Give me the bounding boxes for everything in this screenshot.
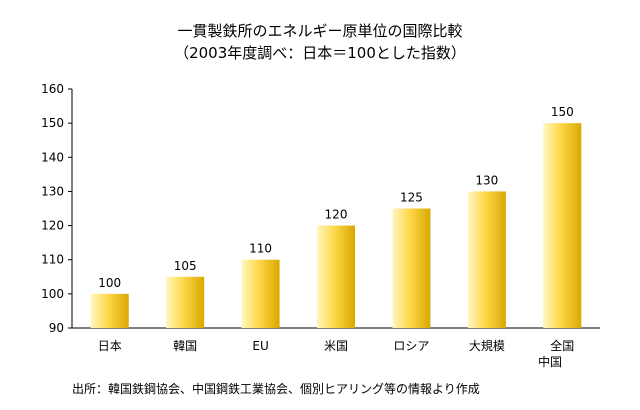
- x-tick-label: ロシア: [393, 339, 429, 353]
- data-label: 110: [249, 242, 272, 256]
- bar: [467, 191, 506, 328]
- data-label: 105: [174, 259, 197, 273]
- bar: [543, 123, 582, 329]
- y-tick-label: 110: [41, 253, 64, 267]
- y-tick-label: 160: [41, 82, 64, 96]
- y-tick-label: 140: [41, 150, 64, 164]
- bars: 100 日本 105 韓国 110 EU 120 米国 125 ロシア 130 大規模 150 全国: [90, 105, 582, 353]
- data-label: 120: [325, 208, 348, 222]
- bar: [392, 208, 431, 328]
- x-tick-label: EU: [252, 339, 268, 353]
- y-tick-label: 150: [41, 116, 64, 130]
- axes: 90 100 110 120 130 140 150 160: [41, 82, 600, 335]
- x-tick-label: 韓国: [173, 339, 197, 353]
- y-tick-label: 120: [41, 219, 64, 233]
- y-tick-label: 90: [49, 321, 64, 335]
- y-tick-label: 130: [41, 184, 64, 198]
- data-label: 100: [98, 276, 121, 290]
- bar: [166, 276, 205, 328]
- x-tick-label: 大規模: [469, 338, 505, 353]
- bar: [317, 225, 355, 328]
- x-tick-label: 米国: [324, 339, 348, 353]
- x-tick-label: 全国: [550, 338, 574, 353]
- bar: [90, 293, 129, 328]
- chart-title: 一貫製鉄所のエネルギー原単位の国際比較: [177, 22, 462, 40]
- y-tick-label: 100: [41, 287, 64, 301]
- data-label: 125: [400, 191, 423, 205]
- data-label: 150: [551, 105, 574, 119]
- source-note: 出所：韓国鉄鋼協会、中国鋼鉄工業協会、個別ヒアリング等の情報より作成: [72, 381, 480, 396]
- china-group-label: 中国: [538, 354, 562, 369]
- data-label: 130: [475, 173, 498, 187]
- bar: [241, 259, 280, 328]
- x-tick-label: 日本: [98, 339, 122, 353]
- chart-subtitle: （2003年度調べ：日本＝100とした指数）: [174, 44, 466, 62]
